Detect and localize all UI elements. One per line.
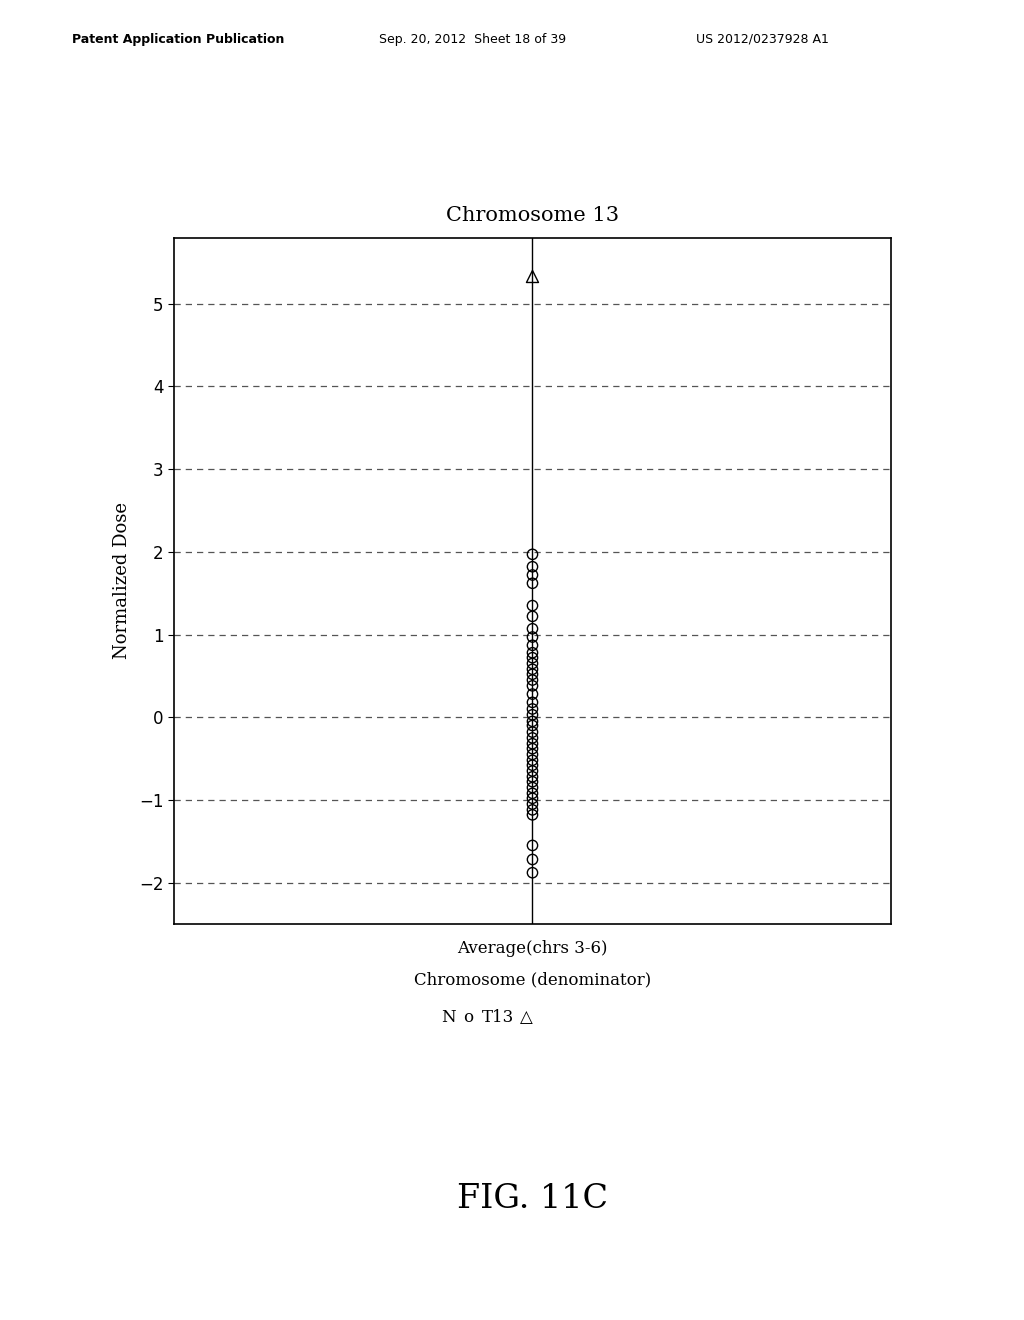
Text: Chromosome (denominator): Chromosome (denominator) [414,972,651,989]
Point [524,647,541,668]
Text: T13: T13 [482,1008,514,1026]
Point [524,595,541,616]
Point [524,565,541,586]
Point [524,750,541,771]
Point [524,727,541,748]
Point [524,704,541,725]
Point [524,664,541,685]
Text: o: o [463,1008,473,1026]
Text: US 2012/0237928 A1: US 2012/0237928 A1 [696,33,829,46]
Point [524,738,541,759]
Point [524,627,541,648]
Point [524,606,541,627]
Point [524,744,541,766]
Point [524,618,541,639]
Point [524,698,541,719]
Text: △: △ [520,1008,532,1026]
Point [524,793,541,814]
Text: FIG. 11C: FIG. 11C [457,1183,608,1214]
Point [524,800,541,821]
Point [524,643,541,664]
Point [524,771,541,792]
Point [524,653,541,675]
Point [524,692,541,713]
Point [524,733,541,754]
Point [524,556,541,577]
Point [524,711,541,733]
Point [524,804,541,825]
Text: Sep. 20, 2012  Sheet 18 of 39: Sep. 20, 2012 Sheet 18 of 39 [379,33,566,46]
Point [524,669,541,690]
Text: N: N [441,1008,456,1026]
Point [524,834,541,855]
Point [524,766,541,787]
Point [524,849,541,870]
Point [524,777,541,799]
Point [524,788,541,809]
Point [524,573,541,594]
Text: Average(chrs 3-6): Average(chrs 3-6) [458,940,607,957]
Point [524,659,541,680]
Point [524,862,541,883]
Point [524,715,541,737]
Y-axis label: Normalized Dose: Normalized Dose [113,503,131,659]
Point [524,544,541,565]
Title: Chromosome 13: Chromosome 13 [445,206,620,224]
Point [524,783,541,804]
Point [524,722,541,743]
Point [524,684,541,705]
Point [524,760,541,781]
Point [524,265,541,286]
Point [524,755,541,776]
Point [524,635,541,656]
Text: Patent Application Publication: Patent Application Publication [72,33,284,46]
Point [524,676,541,697]
